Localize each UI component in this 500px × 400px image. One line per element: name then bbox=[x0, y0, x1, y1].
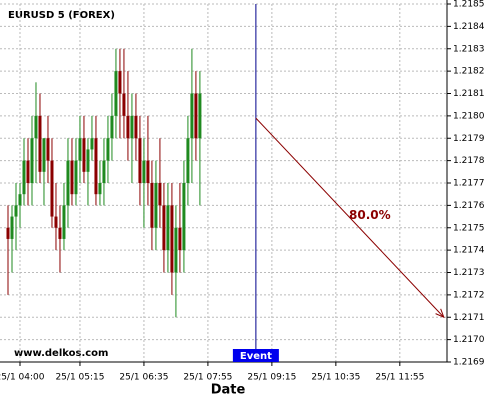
candle-body bbox=[70, 160, 74, 195]
x-tick-label: 25/1 07:55 bbox=[183, 373, 232, 383]
x-tick-label: 25/1 11:55 bbox=[375, 373, 424, 383]
candle-body bbox=[110, 115, 114, 139]
candle-body bbox=[102, 160, 106, 183]
forecast-arrow bbox=[255, 117, 445, 318]
x-tick-label: 25/1 09:15 bbox=[247, 373, 296, 383]
candle-body bbox=[66, 160, 70, 206]
candle-body bbox=[150, 183, 154, 228]
candle-body bbox=[46, 138, 50, 161]
candle-body bbox=[122, 93, 126, 116]
candle-body bbox=[34, 115, 38, 139]
chart-title: EURUSD 5 (FOREX) bbox=[8, 10, 115, 21]
y-tick-label: 1.2169 bbox=[453, 358, 485, 368]
forecast-label: 80.0% bbox=[349, 208, 391, 222]
candle-body bbox=[78, 138, 82, 161]
candle-body bbox=[174, 227, 178, 273]
candle-body bbox=[138, 138, 142, 183]
candle-body bbox=[114, 71, 118, 116]
y-tick-label: 1.2172 bbox=[453, 290, 485, 300]
y-tick-label: 1.2179 bbox=[453, 134, 485, 144]
candle-body bbox=[126, 115, 130, 139]
candle-body bbox=[186, 138, 190, 183]
candle-body bbox=[154, 183, 158, 228]
y-tick-label: 1.2184 bbox=[453, 22, 485, 32]
event-label: Event bbox=[240, 351, 272, 362]
candle-body bbox=[14, 205, 18, 217]
candle-body bbox=[62, 205, 66, 239]
candle-body bbox=[170, 205, 174, 273]
x-tick-label: 25/1 05:15 bbox=[55, 373, 104, 383]
y-tick-label: 1.2171 bbox=[453, 313, 485, 323]
arrow-head bbox=[435, 308, 445, 319]
candle-body bbox=[158, 183, 162, 206]
candle-body bbox=[54, 216, 58, 228]
candle-body bbox=[30, 138, 34, 183]
event-label-bg bbox=[232, 349, 279, 362]
y-tick-label: 1.2170 bbox=[453, 335, 485, 345]
candle-body bbox=[82, 138, 86, 172]
candle-body bbox=[106, 138, 110, 161]
candle-body bbox=[194, 93, 198, 139]
candle-body bbox=[50, 160, 54, 217]
candle-body bbox=[22, 160, 26, 195]
candle-body bbox=[130, 115, 134, 139]
candle-body bbox=[178, 227, 182, 251]
candle-body bbox=[90, 138, 94, 150]
x-tick-label: 25/1 06:35 bbox=[119, 373, 168, 383]
candle-body bbox=[86, 149, 90, 172]
y-tick-label: 1.2176 bbox=[453, 201, 485, 211]
x-tick-label: 25/1 04:00 bbox=[0, 373, 45, 383]
candle-body bbox=[182, 183, 186, 251]
x-tick-label: 25/1 10:35 bbox=[311, 373, 360, 383]
candle-body bbox=[38, 115, 42, 172]
candle-body bbox=[74, 160, 78, 195]
candle-body bbox=[146, 160, 150, 183]
y-tick-label: 1.2185 bbox=[453, 0, 485, 10]
candle-body bbox=[142, 160, 146, 183]
y-tick-label: 1.2174 bbox=[453, 246, 485, 256]
candle-body bbox=[10, 216, 14, 239]
y-tick-label: 1.2173 bbox=[453, 268, 485, 278]
x-axis-label: Date bbox=[211, 383, 246, 398]
candle-body bbox=[118, 71, 122, 94]
y-tick-label: 1.2175 bbox=[453, 223, 485, 233]
candle-body bbox=[94, 138, 98, 195]
candle-body bbox=[162, 205, 166, 251]
y-tick-label: 1.2182 bbox=[453, 67, 485, 77]
candle-body bbox=[6, 227, 10, 239]
candle-body bbox=[166, 205, 170, 251]
y-tick-label: 1.2180 bbox=[453, 111, 485, 121]
candle-body bbox=[18, 194, 22, 206]
candle-body bbox=[42, 138, 46, 172]
y-tick-label: 1.2181 bbox=[453, 89, 485, 99]
candle-body bbox=[26, 160, 30, 183]
candle-body bbox=[58, 227, 62, 239]
y-tick-label: 1.2178 bbox=[453, 156, 485, 166]
watermark: www.delkos.com bbox=[14, 348, 108, 359]
candle-body bbox=[98, 183, 102, 195]
candle-body bbox=[134, 115, 138, 139]
y-tick-label: 1.2183 bbox=[453, 44, 485, 54]
y-tick-label: 1.2177 bbox=[453, 179, 485, 189]
candle-body bbox=[190, 93, 194, 139]
candle-body bbox=[198, 93, 202, 139]
